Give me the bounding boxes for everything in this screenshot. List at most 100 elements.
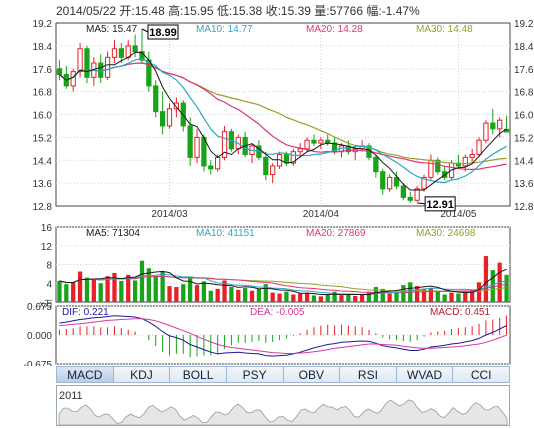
- change-value: -1.47%: [381, 4, 420, 18]
- range-navigator[interactable]: 2011: [56, 385, 510, 426]
- volume-bar: [304, 292, 310, 302]
- candle-body: [345, 145, 351, 153]
- candle-body: [435, 159, 441, 173]
- annotation-box: [424, 196, 456, 212]
- volume-bar: [215, 288, 220, 302]
- price-legend-ma5: MA5: 15.47: [86, 24, 138, 35]
- close-label: 收:: [265, 4, 281, 18]
- candle-body: [490, 122, 496, 130]
- low-value: 15.38: [232, 4, 263, 18]
- volume-bar: [318, 296, 323, 302]
- volume-bar: [201, 281, 207, 302]
- vol-ma20-line: [59, 275, 507, 294]
- indicator-tabs: MACD KDJ BOLL PSY OBV RSI WVAD CCI: [56, 366, 510, 383]
- volume-bar: [194, 285, 200, 302]
- volume-bar: [153, 275, 158, 302]
- macd-dea-line: [59, 318, 507, 354]
- volume-bar: [132, 280, 138, 302]
- macd-legend-dea: DEA: -0.005: [250, 307, 305, 318]
- volume-bar: [222, 280, 227, 302]
- macd-y-tick: 0.675: [27, 302, 52, 313]
- price-y-tick-left: 17.6: [33, 65, 53, 76]
- candle-body: [483, 122, 489, 141]
- volume-bar: [84, 277, 90, 302]
- candle-body: [77, 48, 83, 73]
- price-y-tick-left: 15.2: [33, 133, 53, 144]
- volume-bar: [401, 285, 406, 302]
- volume-bar: [270, 292, 275, 302]
- tab-cci[interactable]: CCI: [453, 366, 510, 383]
- price-y-tick-left: 18.4: [33, 42, 53, 53]
- tab-obv[interactable]: OBV: [283, 366, 341, 383]
- price-x-tick: 2014/05: [440, 209, 477, 220]
- price-legend-ma20: MA20: 14.28: [306, 24, 363, 35]
- candle-body: [159, 111, 166, 127]
- volume-bar: [126, 274, 131, 302]
- price-y-tick-right: 13.6: [514, 179, 534, 190]
- price-panel-frame: [55, 22, 511, 207]
- tab-wvad[interactable]: WVAD: [396, 366, 454, 383]
- volume-bar: [470, 289, 475, 302]
- open-label: 开:: [119, 4, 135, 18]
- navigator-area: [58, 399, 508, 425]
- tab-rsi[interactable]: RSI: [340, 366, 397, 383]
- low-label: 低:: [216, 4, 233, 18]
- open-value: 15.48: [134, 4, 165, 18]
- tab-macd[interactable]: MACD: [56, 366, 114, 383]
- candle-body: [104, 56, 111, 78]
- price-y-tick-left: 19.2: [33, 19, 53, 30]
- candle-body: [469, 154, 475, 158]
- volume-bar: [112, 272, 117, 302]
- candle-body: [407, 196, 413, 201]
- volume-bar: [188, 277, 193, 302]
- volume-bar: [77, 271, 83, 302]
- candle-body: [56, 68, 63, 75]
- volume-bar: [298, 293, 303, 302]
- volume-bar: [256, 288, 262, 302]
- candle-body: [139, 51, 145, 61]
- volume-bar: [311, 295, 317, 302]
- price-legend-ma30: MA30: 14.48: [416, 24, 473, 35]
- volume-legend-ma10: MA10: 41151: [196, 228, 255, 239]
- candle-body: [373, 156, 379, 173]
- volume-bar: [263, 284, 268, 302]
- candle-body: [318, 139, 324, 144]
- volume-bar: [146, 268, 151, 302]
- volume-bar: [421, 288, 427, 302]
- tab-kdj[interactable]: KDJ: [113, 366, 171, 383]
- navigator-sparkline: [58, 399, 508, 425]
- ma30-line: [59, 62, 507, 165]
- price-y-tick-left: 14.4: [33, 156, 53, 167]
- volume-value: 57766: [329, 4, 363, 18]
- quote-date: 2014/05/22: [56, 4, 117, 18]
- price-y-tick-right: 19.2: [514, 19, 534, 30]
- volume-legend-ma5: MA5: 71304: [86, 228, 140, 239]
- price-y-tick-right: 15.2: [514, 133, 534, 144]
- volume-bar: [284, 291, 289, 302]
- candle-body: [221, 131, 228, 158]
- candle-body: [208, 165, 214, 170]
- volume-bar: [415, 286, 420, 302]
- high-value: 15.95: [183, 4, 214, 18]
- tab-psy[interactable]: PSY: [226, 366, 284, 383]
- candle-body: [118, 48, 124, 58]
- candle-body: [173, 102, 180, 110]
- candle-body: [98, 62, 104, 78]
- volume-bar: [105, 276, 110, 302]
- volume-y-tick: 8: [46, 261, 52, 272]
- candle-body: [462, 156, 468, 167]
- volume-bar: [57, 280, 62, 302]
- annotation-box: [147, 24, 179, 40]
- stock-chart[interactable]: 19.2 19.2 18.4 18.4 17.6 17.6 16.8 16.8 16.0 16.0…: [0, 0, 534, 366]
- price-y-tick-right: 16.0: [514, 111, 534, 122]
- macd-dif-line: [59, 315, 507, 357]
- candle-body: [153, 85, 159, 113]
- volume-bar: [504, 274, 509, 302]
- volume-bar: [174, 287, 179, 302]
- volume-bar: [64, 284, 69, 302]
- tab-boll[interactable]: BOLL: [170, 366, 227, 383]
- volume-bar: [346, 294, 351, 302]
- candle-body: [400, 185, 407, 198]
- volume-bar: [476, 282, 482, 302]
- volume-bar: [91, 279, 96, 302]
